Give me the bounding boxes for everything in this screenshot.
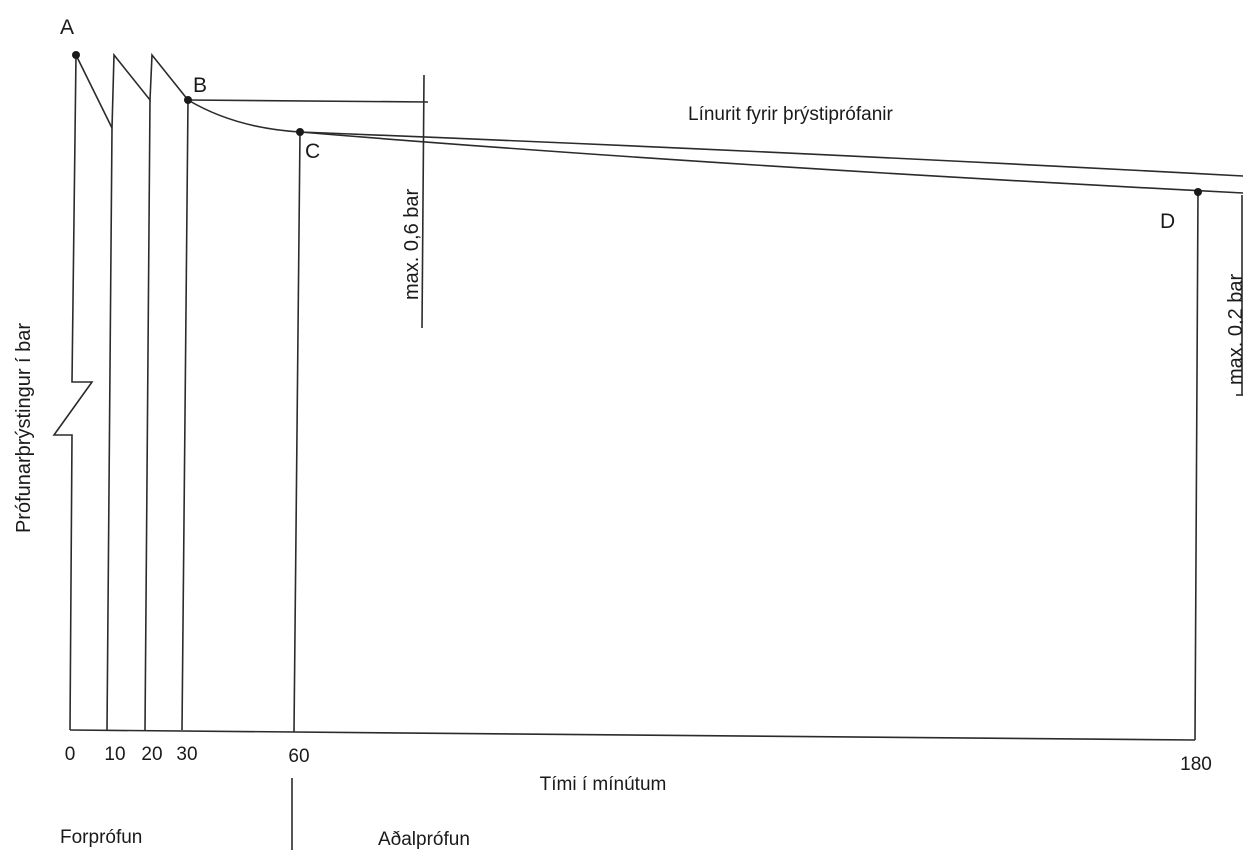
pressure-curve-line xyxy=(187,99,1243,194)
y-axis xyxy=(52,54,94,731)
point-a-marker xyxy=(72,51,80,59)
drop-line-180 xyxy=(1194,191,1199,741)
point-b-label: B xyxy=(193,74,207,97)
point-d-label: D xyxy=(1160,210,1175,233)
point-a-label: A xyxy=(60,16,74,39)
phase-main-test-label: Aðalprófun xyxy=(378,829,470,850)
b-reference-line xyxy=(187,99,429,103)
x-tick-10: 10 xyxy=(104,744,125,765)
x-tick-0: 0 xyxy=(65,744,76,765)
x-tick-180: 180 xyxy=(1180,754,1212,775)
drop-line-10 xyxy=(106,127,113,731)
point-c-label: C xyxy=(305,140,320,163)
x-tick-20: 20 xyxy=(141,744,162,765)
point-b-marker xyxy=(184,96,192,104)
max-06-marker-line xyxy=(421,74,425,329)
drop-line-60 xyxy=(293,131,301,733)
x-tick-60: 60 xyxy=(288,746,309,767)
max-06-annotation: max. 0,6 bar xyxy=(401,188,423,300)
point-d-marker xyxy=(1194,188,1202,196)
c-reference-line xyxy=(299,131,1243,177)
chart-title: Línurit fyrir þrýstiprófanir xyxy=(688,104,894,125)
x-tick-30: 30 xyxy=(176,744,197,765)
x-axis-label: Tími í mínútum xyxy=(540,774,667,795)
drop-line-30 xyxy=(181,99,189,731)
x-axis xyxy=(69,729,1196,741)
max-02-annotation: max. 0,2 bar xyxy=(1225,273,1243,385)
drop-line-20 xyxy=(144,99,151,731)
pretest-sawtooth-line xyxy=(75,52,189,129)
y-axis-label: Prófunarþrýstingur í bar xyxy=(13,323,35,533)
point-c-marker xyxy=(296,128,304,136)
phase-pretest-label: Forprófun xyxy=(60,827,142,848)
